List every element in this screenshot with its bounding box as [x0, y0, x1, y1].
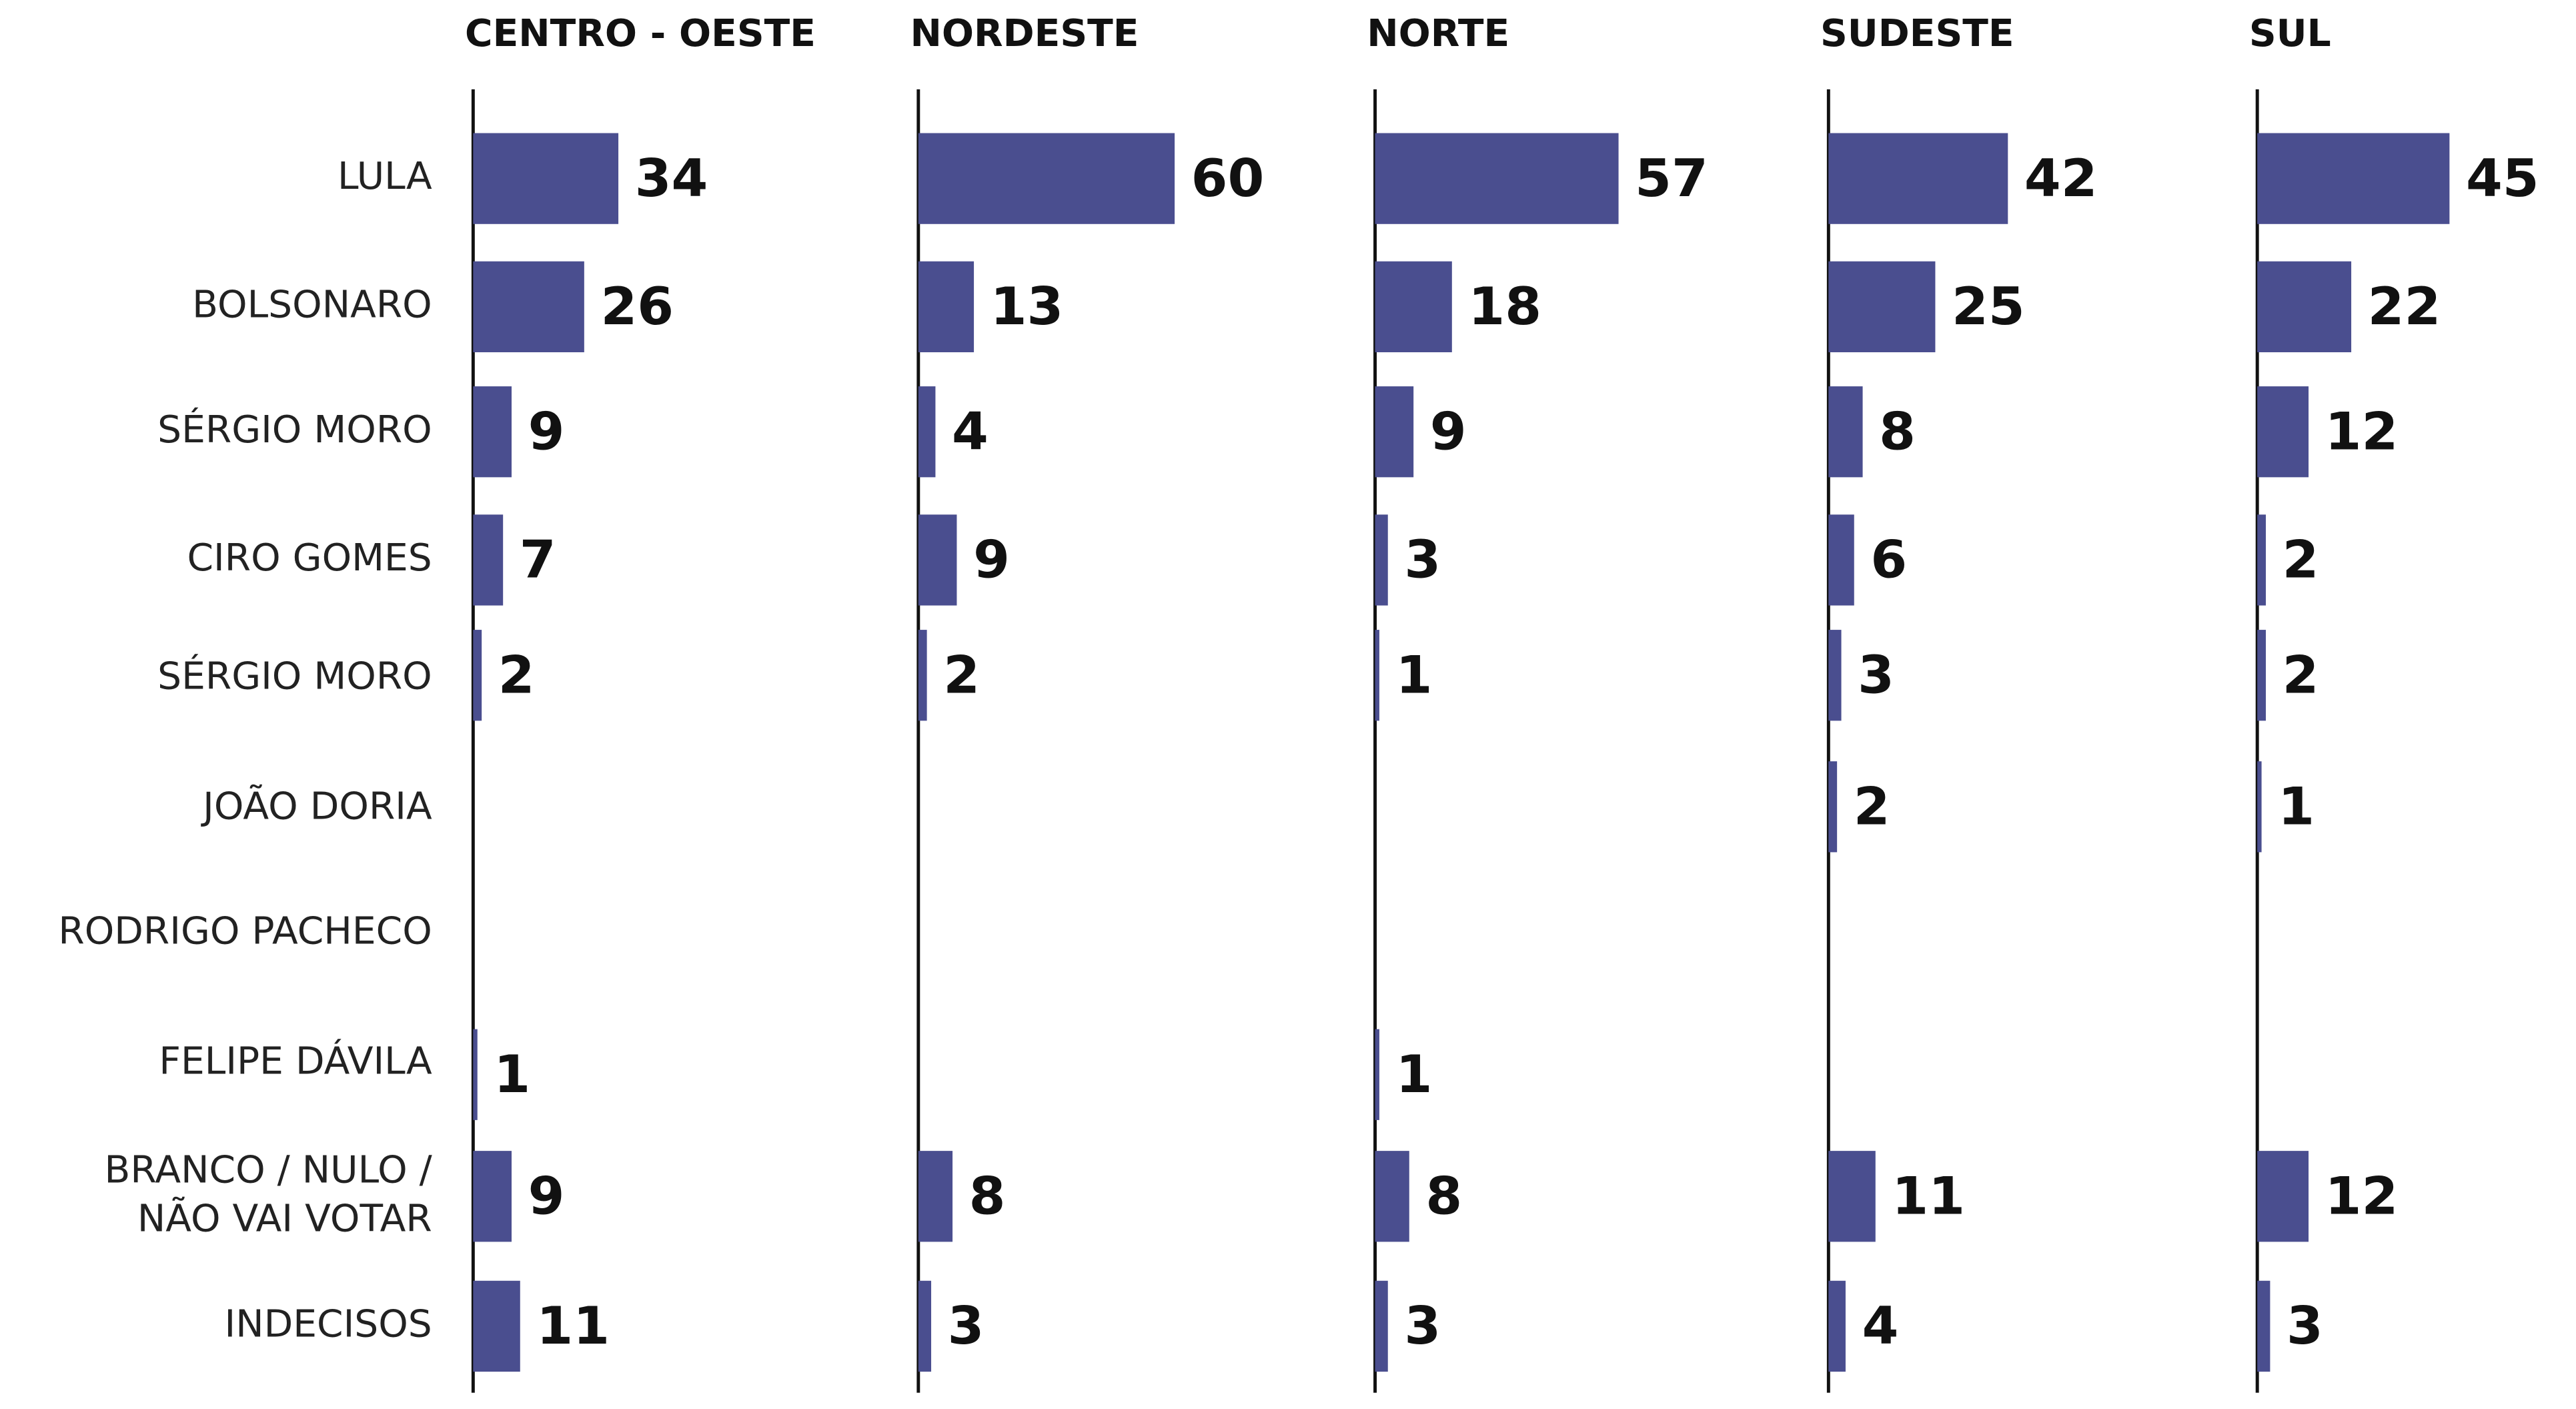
category-label: SÉRGIO MORO [157, 653, 432, 698]
bar [1828, 386, 1863, 478]
bar [2257, 1280, 2271, 1372]
value-label: 1 [1396, 645, 1433, 705]
panel-title: CENTRO - OESTE [465, 12, 816, 55]
bar [2257, 386, 2309, 478]
value-label: 11 [536, 1296, 610, 1356]
value-label: 8 [1879, 402, 1916, 462]
bar [918, 133, 1175, 224]
bar [1828, 630, 1842, 721]
bar [1375, 261, 1452, 352]
value-label: 2 [498, 645, 535, 705]
value-label: 42 [2024, 148, 2098, 208]
value-label: 26 [600, 277, 674, 337]
bar [1375, 133, 1619, 224]
panel-title: SUDESTE [1820, 12, 2014, 55]
value-label: 3 [948, 1296, 985, 1356]
value-label: 3 [1404, 1296, 1441, 1356]
value-label: 9 [973, 530, 1010, 590]
panel-title: NORTE [1367, 12, 1509, 55]
value-label: 8 [969, 1166, 1006, 1226]
value-label: 60 [1191, 148, 1265, 208]
value-label: 12 [2325, 1166, 2399, 1226]
value-label: 7 [520, 530, 556, 590]
bar [473, 514, 504, 606]
category-label: FELIPE DÁVILA [159, 1038, 432, 1083]
bar [1828, 761, 1838, 853]
bar [1828, 514, 1854, 606]
panel-title: NORDESTE [910, 12, 1139, 55]
category-label: JOÃO DORIA [201, 784, 432, 829]
value-label: 1 [494, 1044, 530, 1104]
bar [918, 386, 936, 478]
bar [473, 386, 512, 478]
bar [1375, 386, 1414, 478]
value-label: 11 [1892, 1166, 1965, 1226]
value-label: 34 [635, 148, 708, 208]
value-label: 13 [991, 277, 1064, 337]
value-label: 22 [2368, 277, 2441, 337]
value-label: 2 [943, 645, 980, 705]
value-label: 57 [1635, 148, 1708, 208]
value-label: 3 [1858, 645, 1894, 705]
value-label: 9 [528, 402, 565, 462]
bar [2257, 630, 2266, 721]
bar [473, 1029, 478, 1120]
bar [1828, 261, 1936, 352]
value-label: 1 [1396, 1044, 1433, 1104]
bar [918, 261, 975, 352]
bar [918, 1151, 953, 1242]
bar [918, 514, 957, 606]
value-label: 2 [2283, 645, 2319, 705]
category-label: BOLSONARO [192, 284, 432, 327]
bar [473, 1280, 520, 1372]
bar [2257, 261, 2352, 352]
bar [918, 1280, 932, 1372]
value-label: 8 [1425, 1166, 1462, 1226]
value-label: 3 [2287, 1296, 2323, 1356]
category-label: BRANCO / NULO / NÃO VAI VOTAR [104, 1149, 432, 1241]
bar [1828, 133, 2008, 224]
value-label: 3 [1404, 530, 1441, 590]
value-label: 6 [1870, 530, 1907, 590]
bar [2257, 514, 2266, 606]
value-label: 9 [1430, 402, 1467, 462]
panel-title: SUL [2249, 12, 2331, 55]
bar [473, 261, 584, 352]
bar [473, 630, 482, 721]
value-label: 45 [2466, 148, 2539, 208]
category-label: RODRIGO PACHECO [58, 910, 432, 953]
value-label: 25 [1952, 277, 2025, 337]
value-label: 2 [2283, 530, 2319, 590]
bar [473, 133, 619, 224]
bar [2257, 761, 2262, 853]
bar [1375, 1029, 1379, 1120]
bar [1375, 1280, 1388, 1372]
bar [2257, 133, 2450, 224]
bar [918, 630, 927, 721]
value-label: 4 [1862, 1296, 1899, 1356]
category-label: INDECISOS [225, 1303, 432, 1346]
value-label: 18 [1468, 277, 1541, 337]
value-label: 4 [952, 402, 989, 462]
value-label: 2 [1854, 777, 1890, 837]
value-label: 12 [2325, 402, 2399, 462]
category-label: SÉRGIO MORO [157, 406, 432, 452]
category-label: CIRO GOMES [187, 536, 432, 580]
value-label: 1 [2278, 777, 2315, 837]
value-label: 9 [528, 1166, 565, 1226]
bar [1375, 514, 1388, 606]
category-label: LULA [338, 155, 432, 198]
bar [1375, 630, 1379, 721]
bar [1375, 1151, 1409, 1242]
bar [473, 1151, 512, 1242]
bar [1828, 1280, 1846, 1372]
bar [1828, 1151, 1876, 1242]
bar [2257, 1151, 2309, 1242]
